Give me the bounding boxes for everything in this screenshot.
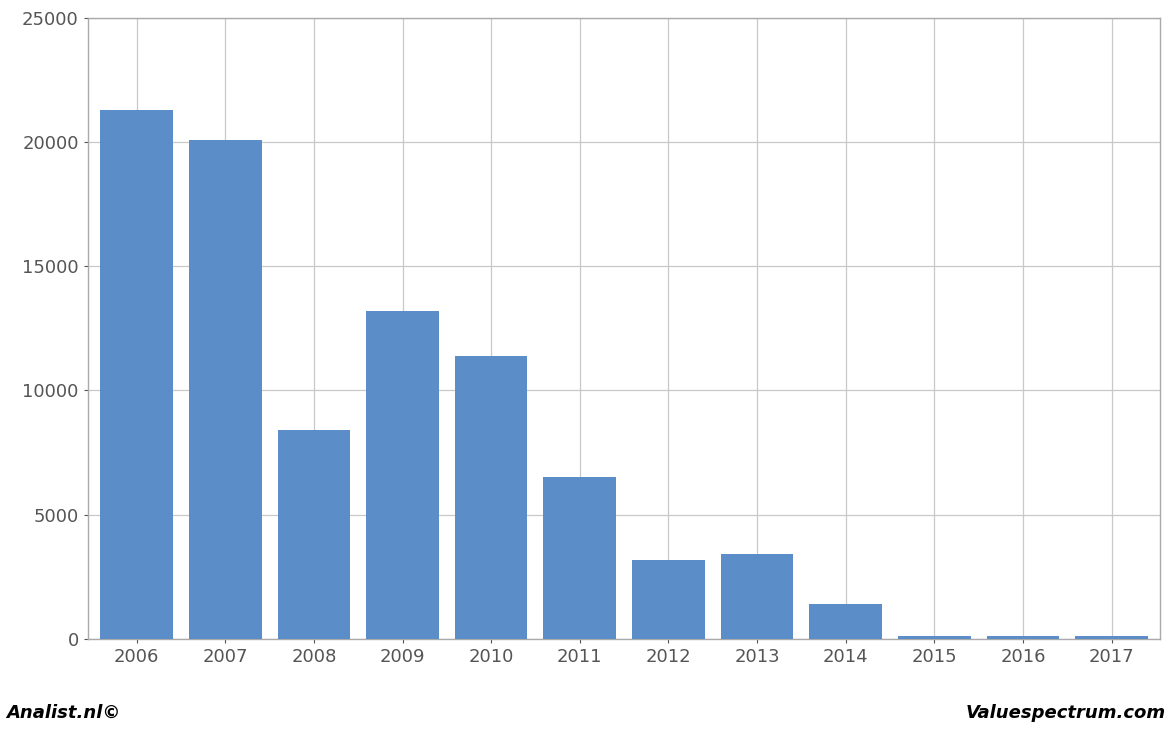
Bar bbox=[278, 430, 350, 639]
Bar bbox=[898, 636, 970, 639]
Bar bbox=[189, 140, 261, 639]
Bar bbox=[101, 110, 173, 639]
Bar bbox=[987, 636, 1059, 639]
Bar bbox=[632, 561, 704, 639]
Bar bbox=[366, 311, 438, 639]
Bar bbox=[721, 554, 793, 639]
Text: Analist.nl©: Analist.nl© bbox=[6, 703, 121, 722]
Text: Valuespectrum.com: Valuespectrum.com bbox=[966, 703, 1166, 722]
Bar bbox=[1075, 636, 1147, 639]
Bar bbox=[810, 604, 883, 639]
Bar bbox=[544, 477, 616, 639]
Bar bbox=[455, 356, 527, 639]
